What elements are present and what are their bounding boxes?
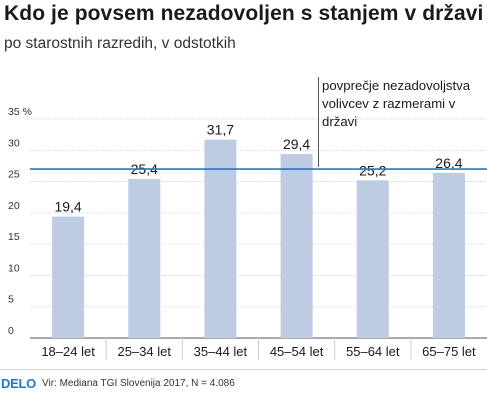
- average-annotation: povprečje nezadovoljstva volivcev z razm…: [322, 78, 471, 129]
- x-tick-label: 45–54 let: [270, 344, 324, 359]
- x-tick-label: 35–44 let: [194, 344, 248, 359]
- bar: [128, 179, 161, 338]
- bar: [432, 172, 465, 338]
- chart-subtitle: po starostnih razredih, v odstotkih: [4, 35, 236, 52]
- y-tick-label: 35 %: [8, 106, 32, 118]
- data-label: 29,4: [283, 136, 310, 152]
- footer-divider: [0, 369, 487, 370]
- annotation-leader-line: [318, 77, 319, 167]
- data-label: 25,2: [359, 162, 386, 178]
- bar: [204, 139, 237, 338]
- y-tick-label: 5: [8, 294, 14, 306]
- delo-logo: DELO: [1, 376, 36, 391]
- x-tick-label: 18–24 let: [41, 344, 95, 359]
- x-tick-label: 25–34 let: [118, 344, 172, 359]
- y-tick-label: 30: [8, 137, 20, 149]
- x-tick-label: 65–75 let: [422, 344, 476, 359]
- data-label: 19,4: [54, 199, 81, 215]
- data-label: 26,4: [435, 155, 462, 171]
- bar: [280, 154, 313, 338]
- bar: [356, 180, 389, 338]
- x-tick-label: 55–64 let: [346, 344, 400, 359]
- y-tick-label: 20: [8, 200, 20, 212]
- data-label: 31,7: [207, 122, 234, 138]
- source-note: Vir: Mediana TGI Slovenija 2017, N = 4.0…: [42, 378, 235, 389]
- y-tick-label: 15: [8, 231, 20, 243]
- y-tick-label: 10: [8, 262, 20, 274]
- chart-title: Kdo je povsem nezadovoljen s stanjem v d…: [4, 2, 484, 25]
- y-tick-label: 25: [8, 169, 20, 181]
- y-tick-label: 0: [8, 325, 14, 337]
- bar: [52, 216, 85, 338]
